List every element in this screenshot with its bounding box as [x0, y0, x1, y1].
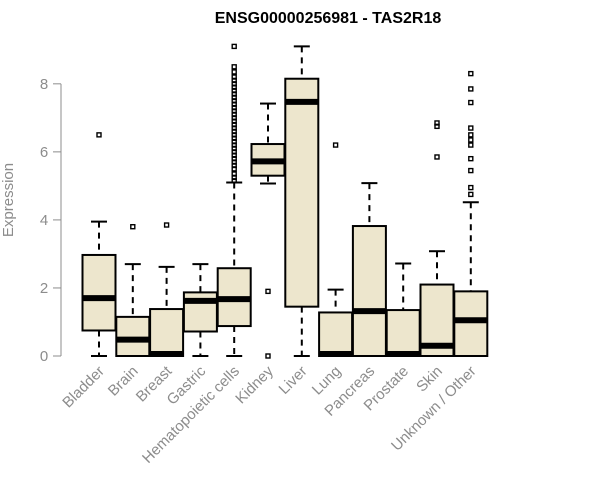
box-series	[81, 43, 489, 359]
iqr-box	[318, 311, 354, 358]
y-tick-label: 8	[40, 76, 48, 93]
outlier-point	[231, 64, 237, 70]
x-tick-label: Kidney	[232, 362, 277, 407]
outlier-point	[332, 142, 339, 148]
box-group	[318, 142, 354, 358]
y-tick-label: 4	[40, 212, 48, 229]
outlier-point	[231, 43, 237, 50]
outlier-point	[468, 70, 474, 77]
box-group	[250, 102, 286, 359]
y-tick-label: 0	[40, 348, 48, 365]
box-group	[419, 120, 455, 358]
outlier-point	[468, 142, 474, 148]
y-axis: 0 2 4 6 8	[40, 76, 62, 365]
outlier-point	[468, 191, 474, 198]
box-group	[385, 262, 421, 357]
outlier-point	[231, 74, 237, 80]
box-group	[81, 132, 117, 357]
iqr-box	[385, 309, 421, 357]
box-group	[182, 263, 218, 357]
iqr-box	[351, 225, 387, 357]
outlier-point	[96, 132, 102, 138]
outlier-point	[468, 132, 474, 138]
box-group	[115, 224, 151, 357]
outlier-point	[163, 222, 170, 228]
y-tick-label: 2	[40, 280, 48, 297]
outlier-point	[468, 86, 474, 92]
x-tick-label: Liver	[276, 363, 311, 398]
outlier-point	[265, 353, 271, 359]
outlier-point	[265, 288, 271, 295]
outlier-point	[468, 125, 474, 131]
iqr-box	[81, 253, 117, 332]
iqr-box	[115, 315, 151, 357]
outlier-point	[468, 167, 474, 174]
outlier-point	[434, 154, 440, 160]
iqr-box	[284, 77, 320, 308]
y-tick-label: 6	[40, 144, 48, 161]
outlier-point	[231, 69, 237, 75]
chart-title: ENSG00000256981 - TAS2R18	[215, 10, 442, 27]
box-group	[216, 43, 252, 357]
iqr-box	[149, 308, 185, 357]
outlier-point	[434, 120, 440, 126]
box-group	[453, 70, 489, 358]
outlier-point	[468, 99, 474, 106]
box-group	[284, 45, 320, 357]
outlier-point	[468, 155, 474, 162]
outlier-point	[231, 171, 237, 177]
iqr-box	[453, 290, 489, 358]
outlier-point	[468, 184, 474, 191]
box-group	[351, 182, 387, 357]
outlier-point	[468, 137, 474, 143]
box-group	[149, 222, 185, 357]
x-tick-label: Bladder	[59, 363, 108, 412]
y-axis-label: Expression	[0, 163, 17, 237]
outlier-point	[130, 224, 136, 230]
